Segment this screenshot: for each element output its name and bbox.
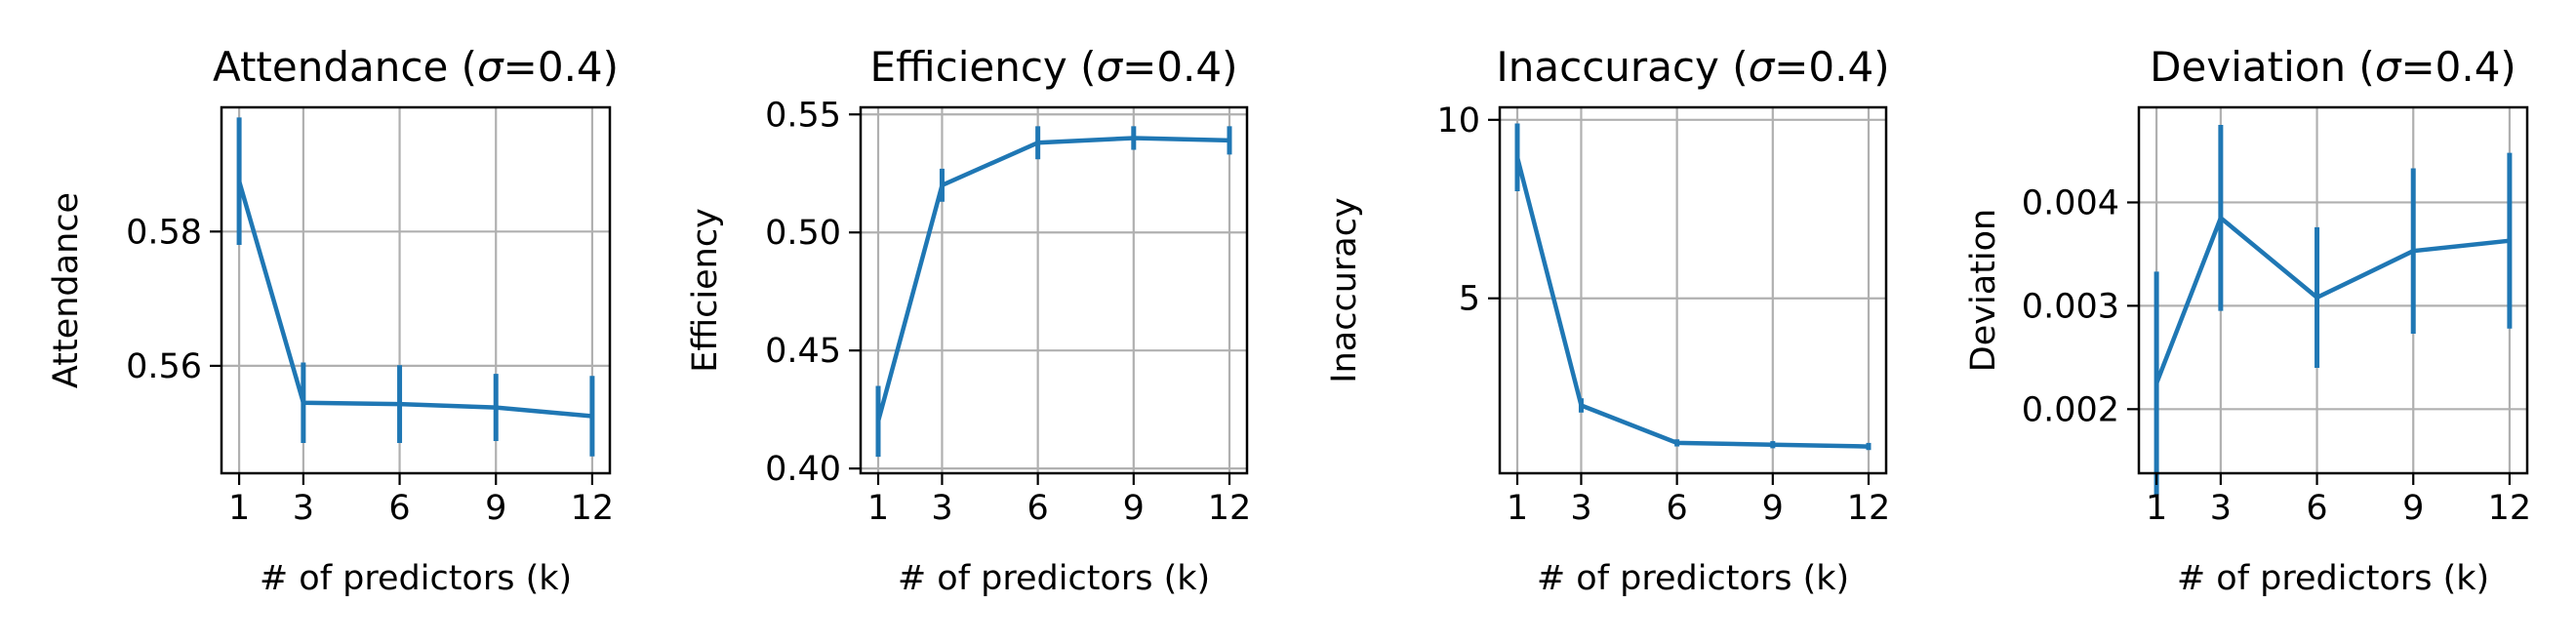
chart-title: Deviation (σ=0.4)	[2150, 43, 2516, 91]
x-tick-label: 1	[228, 489, 250, 528]
chart-4: 1 3 6 9 12 0.002 0.003 0.004 Deviation (σ=0.4) # …	[1964, 43, 2531, 598]
x-tick-label: 3	[2210, 489, 2232, 528]
x-axis-label: # of predictors (k)	[898, 559, 1210, 598]
series-line	[2154, 216, 2511, 384]
x-tick-label: 12	[2488, 489, 2532, 528]
chart-title-prefix: Efficiency (	[869, 43, 1096, 91]
y-tick-label: 5	[1459, 280, 1480, 319]
chart-title-prefix: Attendance (	[213, 43, 477, 91]
y-tick-label: 10	[1436, 101, 1480, 141]
chart-3: 1 3 6 9 12 5 10 Inaccuracy (σ=0.4) # of predicto…	[1325, 43, 1890, 598]
x-tick-label: 9	[1762, 489, 1784, 528]
x-tick-label: 6	[1026, 489, 1048, 528]
x-tick-label: 9	[485, 489, 506, 528]
x-tick-label: 12	[1847, 489, 1891, 528]
x-tick-label: 9	[2402, 489, 2424, 528]
axes-frame	[859, 105, 1249, 475]
x-tick-label: 12	[1208, 489, 1252, 528]
y-axis-label: Efficiency	[686, 208, 725, 373]
series-line	[236, 181, 593, 419]
x-tick-label: 1	[1507, 489, 1528, 528]
x-tick-label: 9	[1123, 489, 1145, 528]
axes-frame	[2137, 105, 2529, 475]
x-tick-label: 6	[388, 489, 410, 528]
x-tick-label: 1	[2146, 489, 2167, 528]
chart-title: Inaccuracy (σ=0.4)	[1496, 43, 1889, 91]
chart-title-sigma: σ	[2375, 43, 2402, 91]
chart-2: 1 3 6 9 12 0.40 0.45 0.50 0.55 Efficiency (σ=0.4)…	[686, 43, 1251, 598]
y-tick-label: 0.003	[2022, 287, 2119, 326]
chart-title-suffix: =0.4)	[2400, 43, 2516, 91]
x-tick-label: 1	[867, 489, 889, 528]
y-tick-label: 0.50	[765, 214, 841, 253]
chart-title-sigma: σ	[1097, 43, 1124, 91]
x-tick-label: 6	[1666, 489, 1687, 528]
y-tick-label: 0.002	[2022, 390, 2119, 429]
y-tick-label: 0.45	[765, 332, 841, 371]
axes-frame	[220, 105, 612, 475]
chart-title: Efficiency (σ=0.4)	[869, 43, 1237, 91]
x-tick-label: 3	[931, 489, 952, 528]
x-axis-label: # of predictors (k)	[1537, 559, 1849, 598]
axes-frame	[1498, 105, 1888, 475]
y-axis-label: Inaccuracy	[1325, 197, 1364, 382]
chart-title-suffix: =0.4)	[503, 43, 619, 91]
chart-title-prefix: Inaccuracy (	[1496, 43, 1748, 91]
y-tick-label: 0.58	[126, 213, 202, 252]
chart-title-sigma: σ	[477, 43, 504, 91]
y-tick-label: 0.55	[765, 96, 841, 135]
y-axis-label: Deviation	[1964, 209, 2003, 372]
y-tick-label: 0.56	[126, 347, 202, 386]
x-tick-label: 6	[2306, 489, 2327, 528]
y-axis-label: Attendance	[47, 192, 86, 388]
chart-title-prefix: Deviation (	[2150, 43, 2375, 91]
series-line	[1514, 156, 1870, 449]
x-axis-label: # of predictors (k)	[260, 559, 572, 598]
y-tick-label: 0.004	[2022, 183, 2119, 222]
y-tick-label: 0.40	[765, 450, 841, 489]
chart-title: Attendance (σ=0.4)	[213, 43, 619, 91]
series-line	[875, 136, 1230, 423]
chart-1: 1 3 6 9 12 0.56 0.58 Attendance (σ=0.4) # of pre…	[47, 43, 619, 598]
x-tick-label: 12	[571, 489, 615, 528]
x-axis-label: # of predictors (k)	[2177, 559, 2489, 598]
chart-title-suffix: =0.4)	[1122, 43, 1237, 91]
x-tick-label: 3	[293, 489, 314, 528]
x-tick-label: 3	[1570, 489, 1591, 528]
chart-title-suffix: =0.4)	[1774, 43, 1889, 91]
chart-title-sigma: σ	[1749, 43, 1776, 91]
